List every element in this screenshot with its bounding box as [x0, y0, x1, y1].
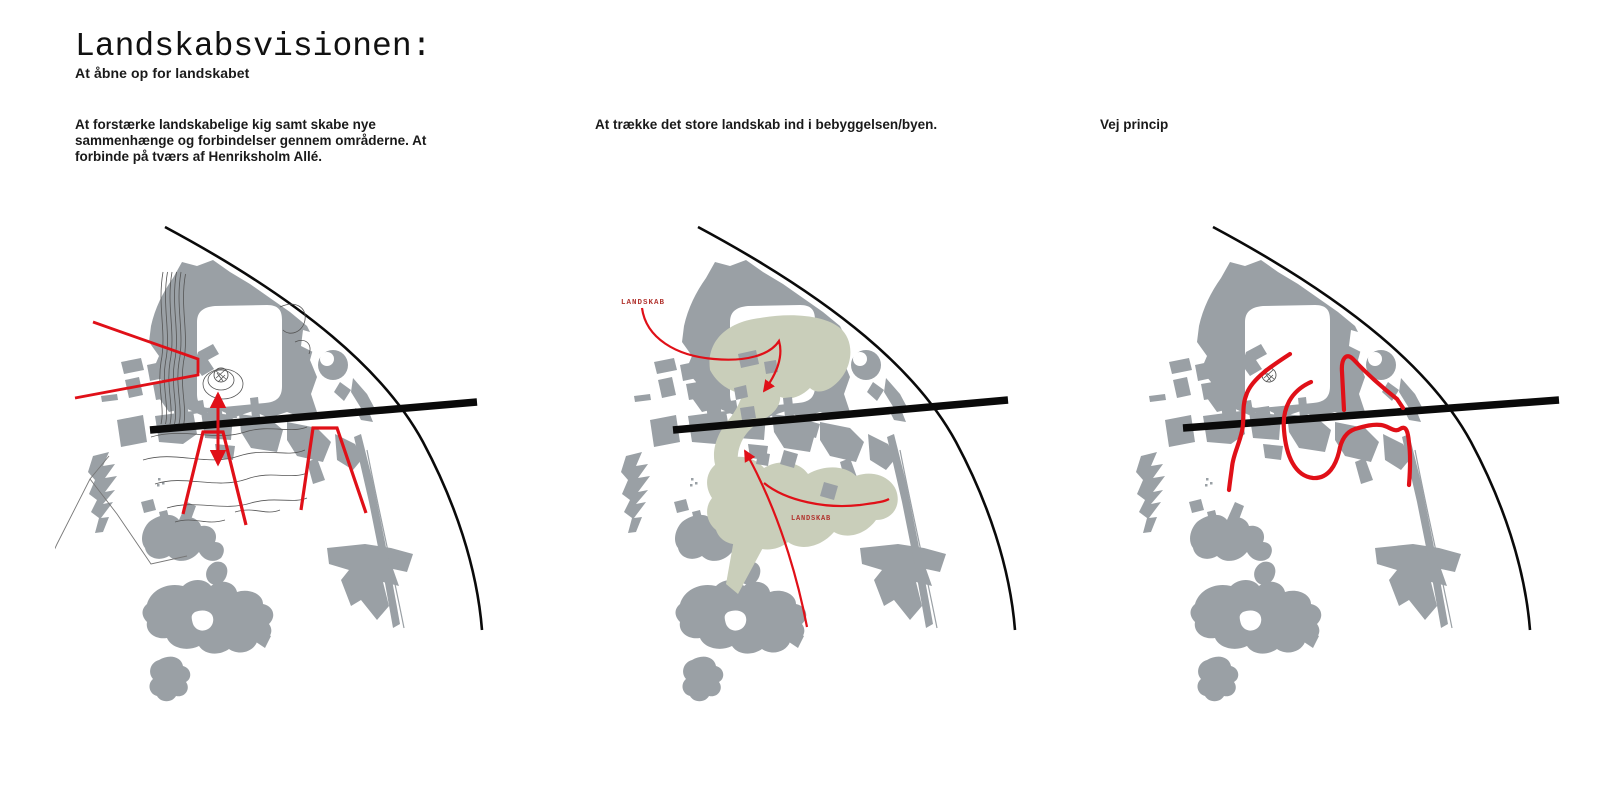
landskab-label-bottom: LANDSKAB [791, 515, 831, 523]
view-cone-east [299, 426, 368, 514]
landscape-flow-arrow-south [744, 449, 809, 628]
road-east-hairpin [1339, 354, 1406, 413]
page-subtitle: At åbne op for landskabet [75, 65, 250, 81]
page-title: Landskabsvisionen: [75, 28, 432, 65]
view-cone-center [181, 430, 248, 526]
road-center-loop [1281, 379, 1413, 488]
landskab-label-top: LANDSKAB [621, 299, 665, 307]
road-annotations [1226, 351, 1413, 493]
header: Landskabsvisionen: At åbne op for landsk… [75, 30, 431, 81]
map-landscape-views [55, 225, 484, 703]
henriksholm-alle-line [672, 396, 1009, 434]
caption-road-principle: Vej princip [1100, 117, 1169, 132]
flow-annotations [640, 307, 890, 628]
henriksholm-alle-line [1182, 396, 1560, 432]
caption-landscape-into-city: At trække det store landskab ind i bebyg… [595, 117, 938, 132]
view-annotations [74, 320, 368, 526]
parcel-outline [55, 455, 188, 565]
map-road-principle [1134, 225, 1560, 703]
landscape-flow-branch [763, 482, 890, 508]
landscape-flow-arrow-north [640, 307, 782, 393]
henriksholm-alle-line [149, 398, 478, 434]
road-west [1226, 351, 1293, 493]
view-wedge-west [74, 320, 200, 400]
map-landscape-into-city: LANDSKAB LANDSKAB [619, 225, 1017, 703]
caption-landscape-views: At forstærke landskabelige kig samt skab… [75, 117, 427, 164]
